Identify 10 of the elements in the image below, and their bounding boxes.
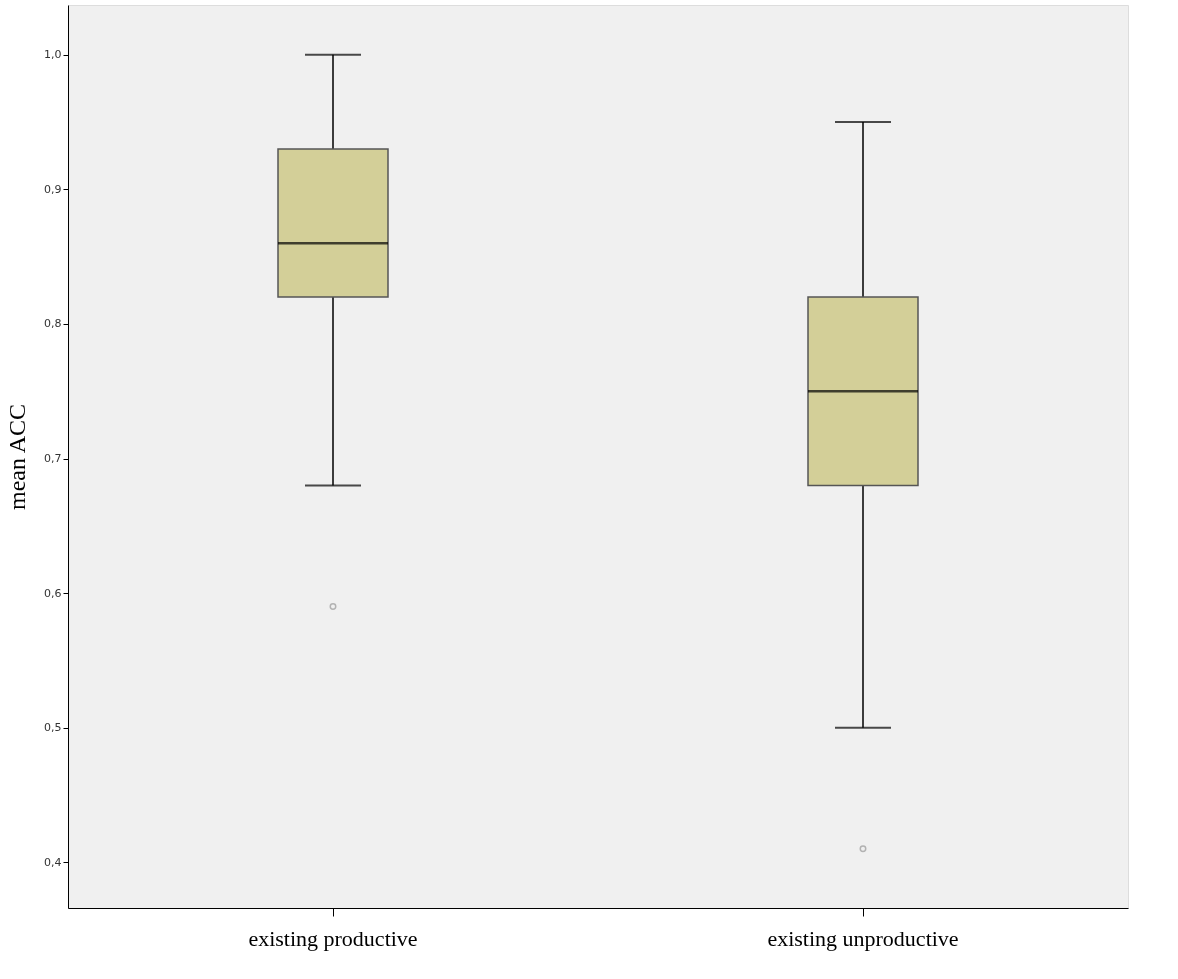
- y-tick-label: 0,5: [44, 721, 62, 735]
- x-tick-label: existing unproductive: [767, 925, 959, 951]
- y-tick-label: 0,9: [44, 182, 62, 196]
- y-tick-label: 0,6: [44, 586, 62, 600]
- y-tick-label: 1,0: [44, 48, 62, 62]
- x-tick-label: existing productive: [248, 925, 418, 951]
- y-tick-label: 0,4: [44, 855, 62, 869]
- y-axis-title: mean ACC: [4, 404, 31, 510]
- y-tick-label: 0,7: [44, 452, 62, 466]
- y-tick-label: 0,8: [44, 317, 62, 331]
